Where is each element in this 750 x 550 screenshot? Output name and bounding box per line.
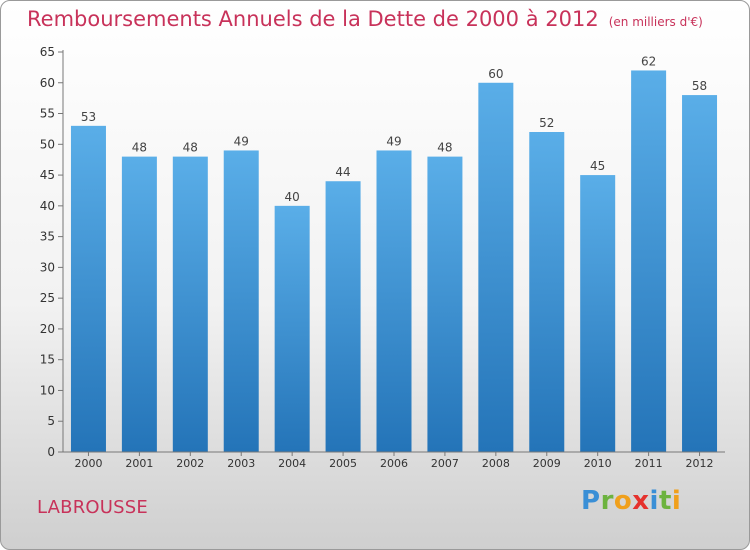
bar-2002 bbox=[172, 156, 208, 452]
value-label-2011: 62 bbox=[641, 54, 656, 68]
value-label-2008: 60 bbox=[488, 67, 503, 81]
y-tick-label-0: 0 bbox=[47, 445, 55, 459]
bar-2000 bbox=[70, 125, 106, 452]
chart-title-text: Remboursements Annuels de la Dette de 20… bbox=[27, 7, 599, 31]
value-label-2001: 48 bbox=[132, 141, 147, 155]
bar-2004 bbox=[274, 205, 310, 452]
x-tick-label-2004: 2004 bbox=[278, 457, 306, 470]
value-label-2004: 40 bbox=[285, 190, 300, 204]
y-tick-label-5: 5 bbox=[47, 414, 55, 428]
chart-unit: (en milliers d'€) bbox=[608, 15, 703, 29]
y-tick-label-15: 15 bbox=[40, 353, 55, 367]
value-label-2010: 45 bbox=[590, 159, 605, 173]
y-tick-label-10: 10 bbox=[40, 383, 55, 397]
y-tick-label-45: 45 bbox=[40, 168, 55, 182]
axes-group: 2000 2001 2002 2003 2004 2005 2006 2007 2008 2009… bbox=[40, 45, 725, 470]
bar-2006 bbox=[376, 150, 412, 452]
bars-group: 53 48 48 49 40 44 49 48 60 52 45 62 58 bbox=[70, 54, 718, 453]
y-tick-label-30: 30 bbox=[40, 260, 55, 274]
y-tick-label-20: 20 bbox=[40, 322, 55, 336]
x-tick-label-2009: 2009 bbox=[533, 457, 561, 470]
value-label-2006: 49 bbox=[386, 134, 401, 148]
y-tick-label-35: 35 bbox=[40, 230, 55, 244]
x-tick-label-2006: 2006 bbox=[380, 457, 408, 470]
y-tick-label-50: 50 bbox=[40, 137, 55, 151]
bar-2001 bbox=[121, 156, 157, 452]
x-tick-label-2008: 2008 bbox=[482, 457, 510, 470]
y-tick-label-55: 55 bbox=[40, 107, 55, 121]
y-tick-label-65: 65 bbox=[40, 45, 55, 59]
x-tick-label-2001: 2001 bbox=[125, 457, 153, 470]
value-label-2002: 48 bbox=[183, 141, 198, 155]
bar-2008 bbox=[478, 82, 514, 453]
chart-title: Remboursements Annuels de la Dette de 20… bbox=[27, 7, 703, 31]
bar-2010 bbox=[580, 175, 616, 453]
bar-2003 bbox=[223, 150, 259, 452]
commune-name: LABROUSSE bbox=[37, 497, 148, 518]
value-label-2009: 52 bbox=[539, 116, 554, 130]
y-tick-label-25: 25 bbox=[40, 291, 55, 305]
x-tick-label-2003: 2003 bbox=[227, 457, 255, 470]
x-tick-label-2002: 2002 bbox=[176, 457, 204, 470]
x-tick-label-2000: 2000 bbox=[74, 457, 102, 470]
value-label-2000: 53 bbox=[81, 110, 96, 124]
value-label-2012: 58 bbox=[692, 79, 707, 93]
y-tick-label-60: 60 bbox=[40, 76, 55, 90]
bar-2011 bbox=[631, 70, 667, 452]
bar-2007 bbox=[427, 156, 463, 452]
bar-2005 bbox=[325, 181, 361, 452]
x-tick-label-2007: 2007 bbox=[431, 457, 459, 470]
y-tick-label-40: 40 bbox=[40, 199, 55, 213]
bar-2012 bbox=[682, 95, 718, 453]
x-tick-label-2005: 2005 bbox=[329, 457, 357, 470]
value-label-2003: 49 bbox=[234, 134, 249, 148]
value-label-2007: 48 bbox=[437, 141, 452, 155]
x-tick-label-2010: 2010 bbox=[584, 457, 612, 470]
bar-2009 bbox=[529, 132, 565, 452]
proxiti-logo: Proxiti bbox=[581, 486, 682, 516]
value-label-2005: 44 bbox=[335, 165, 350, 179]
x-tick-label-2011: 2011 bbox=[635, 457, 663, 470]
x-tick-label-2012: 2012 bbox=[686, 457, 714, 470]
